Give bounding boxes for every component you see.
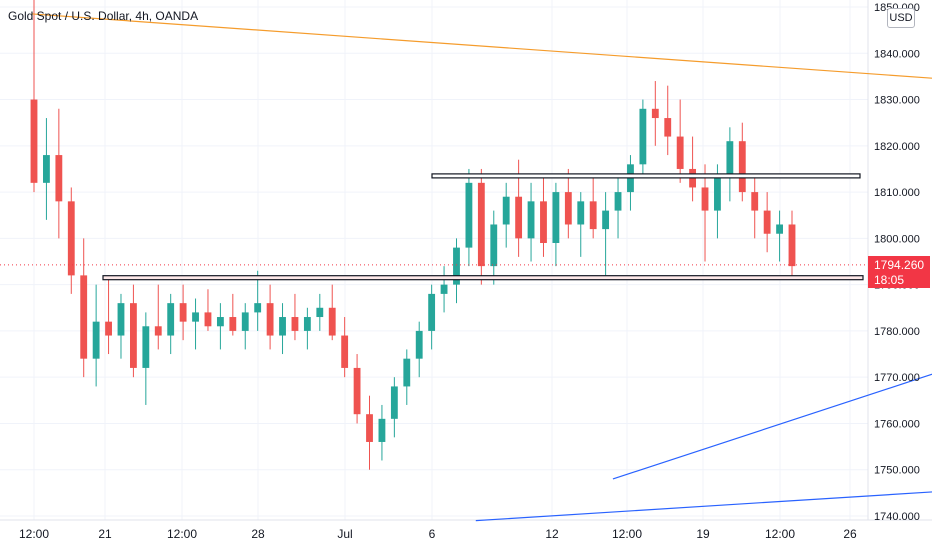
candle-body [366, 414, 373, 442]
candle-body [676, 136, 684, 169]
price-tick-label: 1780.000 [874, 326, 920, 338]
last-price-value: 1794.260 [874, 258, 925, 272]
candle-body [316, 307, 324, 318]
price-tick-label: 1830.000 [874, 95, 920, 107]
candle-body [117, 303, 125, 336]
candle-body [502, 196, 510, 225]
price-tick-label: 1800.000 [874, 233, 920, 245]
price-tick-label: 1750.000 [874, 465, 920, 477]
candle-body [751, 192, 759, 211]
candle-body [67, 201, 75, 276]
candle-body [465, 182, 473, 248]
candle-body [540, 201, 547, 243]
candle-body [577, 201, 585, 225]
candle-body [43, 155, 50, 183]
candle-body [167, 303, 175, 336]
candle-body [353, 367, 361, 415]
candle-body [92, 321, 100, 359]
candle-body [254, 303, 262, 313]
time-tick-label: 19 [696, 527, 710, 541]
candle-body [763, 210, 771, 234]
chart-grid [0, 0, 868, 520]
candle-body [788, 224, 796, 267]
trendlines[interactable] [32, 13, 932, 522]
candle-body [179, 303, 187, 322]
candle-body [55, 155, 63, 202]
candle-body [614, 192, 622, 211]
candle-body [701, 187, 709, 211]
candle-body [415, 330, 423, 359]
candle-body [266, 303, 274, 336]
time-tick-label: 26 [843, 527, 857, 541]
candle-body [664, 118, 672, 137]
candle-body [142, 326, 150, 368]
currency-button[interactable]: USD [887, 8, 915, 28]
candle-body [602, 210, 610, 230]
bar-countdown: 18:05 [874, 273, 905, 287]
price-tick-label: 1820.000 [874, 141, 920, 153]
candle-body [30, 99, 38, 183]
candle-body [515, 196, 523, 239]
trendline [612, 373, 932, 480]
time-tick-label: 6 [429, 527, 436, 541]
candle-body [378, 418, 386, 442]
price-tick-label: 1840.000 [874, 48, 920, 60]
candle-body [279, 317, 286, 336]
candle-body [428, 293, 436, 331]
candle-body [204, 312, 212, 327]
candle-body [390, 386, 398, 419]
time-tick-label: 12:00 [167, 527, 197, 541]
candle-body [216, 317, 224, 327]
candle-body [341, 335, 349, 368]
candle-body [192, 312, 199, 322]
time-tick-label: 12:00 [612, 527, 642, 541]
time-tick-label: Jul [337, 527, 352, 541]
candle-body [589, 201, 597, 230]
time-tick-label: 12 [545, 527, 559, 541]
price-tick-label: 1760.000 [874, 418, 920, 430]
time-tick-label: 21 [98, 527, 112, 541]
time-tick-label: 28 [251, 527, 265, 541]
candle-body [639, 108, 647, 165]
candle-body [403, 358, 411, 387]
candle-body [527, 201, 535, 239]
candle-body [714, 178, 721, 211]
candle-body [453, 247, 460, 285]
candle-body [490, 224, 498, 267]
candle-body [651, 108, 659, 119]
candle-body [105, 321, 112, 336]
candle-body [154, 326, 162, 336]
candlestick-series [30, 0, 796, 470]
candle-body [328, 307, 336, 336]
price-tick-label: 1740.000 [874, 511, 920, 523]
time-tick-label: 12:00 [19, 527, 49, 541]
price-tick-label: 1770.000 [874, 372, 920, 384]
trendline [32, 13, 932, 79]
price-tick-label: 1810.000 [874, 187, 920, 199]
candle-body [477, 182, 485, 267]
candle-body [80, 275, 88, 359]
candle-body [726, 141, 734, 179]
horizontal-level [431, 173, 861, 179]
candle-body [303, 317, 311, 331]
time-axis[interactable]: 12:00 21 12:00 28 Jul 6 12 12:00 19 12:00 26 [19, 527, 857, 541]
candle-body [129, 303, 137, 368]
candle-body [776, 224, 783, 234]
horizontal-level [102, 275, 864, 281]
chart-title: Gold Spot / U.S. Dollar, 4h, OANDA [8, 9, 199, 23]
time-tick-label: 12:00 [765, 527, 795, 541]
candle-body [229, 317, 237, 331]
candle-body [440, 284, 448, 294]
candle-body [291, 317, 299, 331]
horizontal-levels[interactable] [102, 173, 864, 281]
candle-body [552, 192, 560, 243]
last-price-label: 1794.260 18:05 [868, 256, 930, 288]
candle-body [564, 192, 572, 225]
candle-body [738, 141, 746, 193]
candle-body [241, 312, 249, 331]
trendline [475, 491, 932, 522]
